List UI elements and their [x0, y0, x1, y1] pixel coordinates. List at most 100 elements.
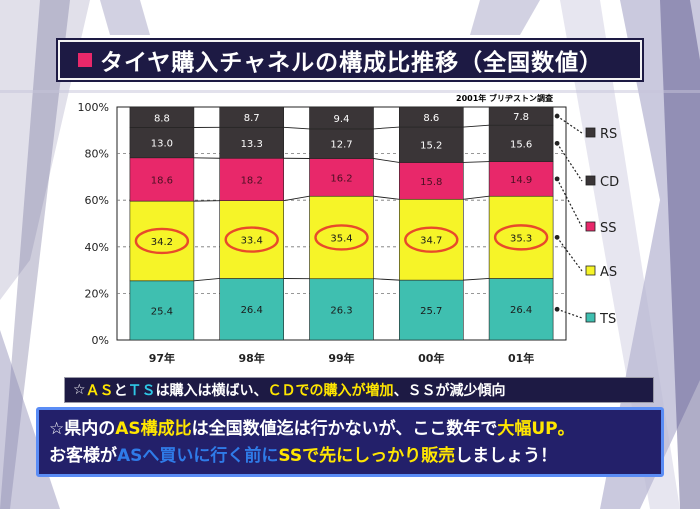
data-label-cd: 13.0 [151, 139, 173, 150]
chart-title: タイヤ購入チャネルの構成比推移（全国数値） [100, 50, 604, 76]
x-tick-label: 98年 [239, 351, 265, 365]
data-label-cd: 12.7 [330, 140, 352, 151]
series-connector [373, 158, 400, 163]
series-connector [283, 195, 310, 202]
bar-segment-cd [129, 127, 195, 159]
data-label-cd: 15.6 [510, 139, 532, 150]
bar-segment-ss [129, 157, 195, 202]
banner-ts: ＴＳ [127, 383, 156, 399]
bar-segment-as [398, 198, 464, 281]
msg-text: 全国数値迄は行かないが、ここ数年で [208, 419, 498, 439]
msg-highlight: AS構成比 [115, 419, 192, 439]
banner-cd-increase: ＣＤでの購入が増加 [267, 383, 394, 399]
legend-label: CD [600, 175, 619, 190]
x-tick-label: 01年 [508, 351, 534, 365]
legend-swatch [585, 221, 596, 232]
series-connector [463, 195, 490, 200]
legend-leader-dot [554, 140, 560, 146]
legend-leader [556, 178, 583, 228]
bar-segment-cd [219, 126, 284, 159]
legend-swatch [585, 127, 596, 138]
bar-segment-ts [488, 278, 554, 341]
series-connector [373, 195, 400, 200]
msg-text: しましょう！ [455, 446, 558, 466]
message-box: ☆県内のAS構成比は全国数値迄は行かないが、ここ数年で大幅UP。 お客様がASへ… [36, 407, 664, 477]
data-label-ss: 18.2 [241, 175, 263, 186]
data-label-as: 35.4 [330, 233, 352, 244]
bar-segment-ss [219, 157, 284, 201]
highlight-ellipse [314, 224, 369, 251]
y-tick-label: 60% [85, 194, 109, 207]
data-label-rs: 8.7 [244, 113, 260, 124]
series-connector [373, 278, 400, 281]
data-label-ss: 18.6 [151, 175, 173, 186]
data-label-ss: 14.9 [510, 175, 532, 186]
series-connector [283, 126, 310, 130]
message-line-2: お客様がASへ買いに行く前にSSで先にしっかり販売しましょう！ [49, 443, 651, 470]
highlight-ellipse [224, 226, 279, 253]
legend-label: TS [599, 312, 616, 327]
legend-label: AS [600, 265, 617, 280]
msg-highlight-blue: ASへ買いに行く前に [117, 446, 279, 466]
msg-text: お客様が [49, 446, 117, 466]
banner-and: と [113, 383, 128, 399]
bar-segment-rs [309, 106, 374, 130]
data-label-cd: 15.2 [420, 141, 442, 152]
bar-segment-rs [129, 106, 195, 128]
msg-text: ☆県内の [49, 419, 116, 439]
highlight-ellipse [404, 226, 459, 253]
bar-segment-cd [398, 126, 464, 163]
y-tick-label: 0% [92, 334, 109, 347]
legend-leader-dot [554, 306, 560, 312]
series-connector [193, 278, 220, 282]
highlight-ellipse [134, 227, 190, 255]
bar-segment-as [219, 200, 284, 279]
bar-segment-ts [129, 280, 195, 341]
bar-segment-ts [309, 278, 374, 341]
y-tick-label: 100% [78, 101, 109, 114]
data-label-rs: 8.6 [423, 113, 439, 124]
banner-as: ＡＳ [85, 383, 114, 399]
bar-segment-rs [398, 106, 464, 128]
data-label-rs: 9.4 [334, 114, 350, 125]
banner-ss-decrease: 、ＳＳが減少傾向 [393, 383, 506, 399]
legend-label: SS [600, 221, 617, 236]
source-note: 2001年 ブリヂストン調査 [456, 94, 554, 103]
title-square-icon [78, 53, 92, 67]
data-label-ts: 26.3 [330, 305, 352, 316]
data-label-ts: 25.7 [420, 306, 442, 317]
chart-title-box: タイヤ購入チャネルの構成比推移（全国数値） [58, 40, 642, 80]
bar-segment-rs [488, 106, 554, 126]
data-label-as: 35.3 [510, 233, 532, 244]
banner-flat: は購入は横ばい、 [155, 383, 268, 399]
data-label-rs: 7.8 [513, 112, 529, 123]
data-label-as: 34.2 [151, 237, 173, 248]
legend-leader [556, 308, 583, 319]
data-label-as: 34.7 [420, 236, 442, 247]
bar-segment-ss [488, 161, 554, 197]
y-tick-label: 40% [85, 241, 109, 254]
legend-leader-dot [554, 113, 560, 119]
message-line-1: ☆県内のAS構成比は全国数値迄は行かないが、ここ数年で大幅UP。 [49, 416, 651, 443]
msg-highlight: 大幅UP。 [497, 419, 575, 439]
legend-label: RS [600, 127, 617, 142]
series-connector [463, 161, 490, 163]
legend-swatch [585, 265, 596, 276]
data-label-ts: 26.4 [510, 305, 532, 316]
bar-segment-cd [309, 128, 374, 159]
bar-segment-ss [398, 162, 464, 200]
y-tick-label: 20% [85, 287, 109, 300]
legend-leader-dot [554, 234, 560, 240]
legend-swatch [585, 175, 596, 186]
legend-swatch [585, 312, 596, 323]
summary-banner: ☆ ＡＳ と ＴＳ は購入は横ばい、 ＣＤでの購入が増加 、ＳＳが減少傾向 [64, 377, 654, 403]
data-label-as: 33.4 [241, 236, 263, 247]
msg-highlight: SSで先にしっかり販売 [278, 446, 456, 466]
legend-leader [556, 143, 583, 182]
data-label-ts: 26.4 [241, 305, 263, 316]
data-label-ss: 15.8 [420, 177, 442, 188]
series-connector [373, 126, 400, 130]
x-tick-label: 99年 [328, 351, 354, 365]
bar-segment-ts [398, 279, 464, 341]
